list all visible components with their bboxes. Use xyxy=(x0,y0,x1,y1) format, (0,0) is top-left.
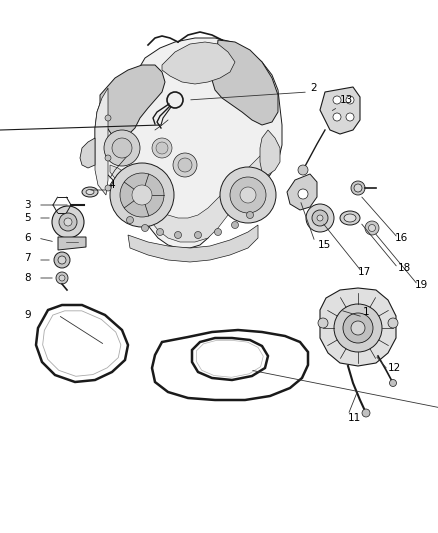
Text: 4: 4 xyxy=(108,180,115,190)
Circle shape xyxy=(388,318,398,328)
Circle shape xyxy=(368,224,375,231)
Circle shape xyxy=(354,184,362,192)
Circle shape xyxy=(351,181,365,195)
Text: 2: 2 xyxy=(310,83,317,93)
Polygon shape xyxy=(58,237,86,250)
Text: 6: 6 xyxy=(24,233,31,243)
Circle shape xyxy=(59,275,65,281)
Circle shape xyxy=(127,216,134,223)
Polygon shape xyxy=(162,42,235,84)
Ellipse shape xyxy=(86,190,94,195)
Circle shape xyxy=(56,272,68,284)
Circle shape xyxy=(389,379,396,386)
Circle shape xyxy=(59,213,77,231)
Text: 11: 11 xyxy=(348,413,361,423)
Polygon shape xyxy=(260,130,280,175)
Ellipse shape xyxy=(82,187,98,197)
Circle shape xyxy=(333,96,341,104)
Circle shape xyxy=(298,189,308,199)
Circle shape xyxy=(112,138,132,158)
Circle shape xyxy=(174,231,181,238)
Circle shape xyxy=(105,185,111,191)
Polygon shape xyxy=(110,148,270,242)
Text: 18: 18 xyxy=(398,263,411,273)
Circle shape xyxy=(247,212,254,219)
Circle shape xyxy=(306,204,334,232)
Circle shape xyxy=(220,167,276,223)
Circle shape xyxy=(362,409,370,417)
Polygon shape xyxy=(128,225,258,262)
Circle shape xyxy=(156,229,163,236)
Polygon shape xyxy=(212,40,278,125)
Text: 13: 13 xyxy=(340,95,353,105)
Text: 12: 12 xyxy=(388,363,401,373)
Ellipse shape xyxy=(340,211,360,225)
Text: 8: 8 xyxy=(24,273,31,283)
Circle shape xyxy=(317,215,323,221)
Polygon shape xyxy=(80,138,95,168)
Text: 9: 9 xyxy=(24,310,31,320)
Circle shape xyxy=(333,113,341,121)
Circle shape xyxy=(230,177,266,213)
Text: 15: 15 xyxy=(318,240,331,250)
Text: 17: 17 xyxy=(358,267,371,277)
Circle shape xyxy=(215,229,222,236)
Text: 19: 19 xyxy=(415,280,428,290)
Circle shape xyxy=(346,96,354,104)
Circle shape xyxy=(64,218,72,226)
Circle shape xyxy=(365,221,379,235)
Circle shape xyxy=(298,165,308,175)
Circle shape xyxy=(346,113,354,121)
Polygon shape xyxy=(192,338,268,380)
Polygon shape xyxy=(320,288,396,366)
Polygon shape xyxy=(95,88,108,195)
Circle shape xyxy=(343,313,373,343)
Polygon shape xyxy=(287,174,317,210)
Circle shape xyxy=(120,173,164,217)
Circle shape xyxy=(156,142,168,154)
Circle shape xyxy=(240,187,256,203)
Circle shape xyxy=(194,231,201,238)
Circle shape xyxy=(312,210,328,226)
Ellipse shape xyxy=(344,214,356,222)
Polygon shape xyxy=(95,38,282,248)
Circle shape xyxy=(351,321,365,335)
Circle shape xyxy=(52,206,84,238)
Circle shape xyxy=(58,256,66,264)
Text: 5: 5 xyxy=(24,213,31,223)
Circle shape xyxy=(110,163,174,227)
Circle shape xyxy=(105,155,111,161)
Circle shape xyxy=(105,115,111,121)
Circle shape xyxy=(318,318,328,328)
Circle shape xyxy=(132,185,152,205)
Circle shape xyxy=(104,130,140,166)
Circle shape xyxy=(173,153,197,177)
Circle shape xyxy=(232,222,239,229)
Polygon shape xyxy=(100,65,165,138)
Polygon shape xyxy=(320,87,360,134)
Circle shape xyxy=(141,224,148,231)
Circle shape xyxy=(334,304,382,352)
Text: 1: 1 xyxy=(363,307,370,317)
Circle shape xyxy=(54,252,70,268)
Text: 3: 3 xyxy=(24,200,31,210)
Circle shape xyxy=(178,158,192,172)
Text: 7: 7 xyxy=(24,253,31,263)
Text: 16: 16 xyxy=(395,233,408,243)
Circle shape xyxy=(152,138,172,158)
